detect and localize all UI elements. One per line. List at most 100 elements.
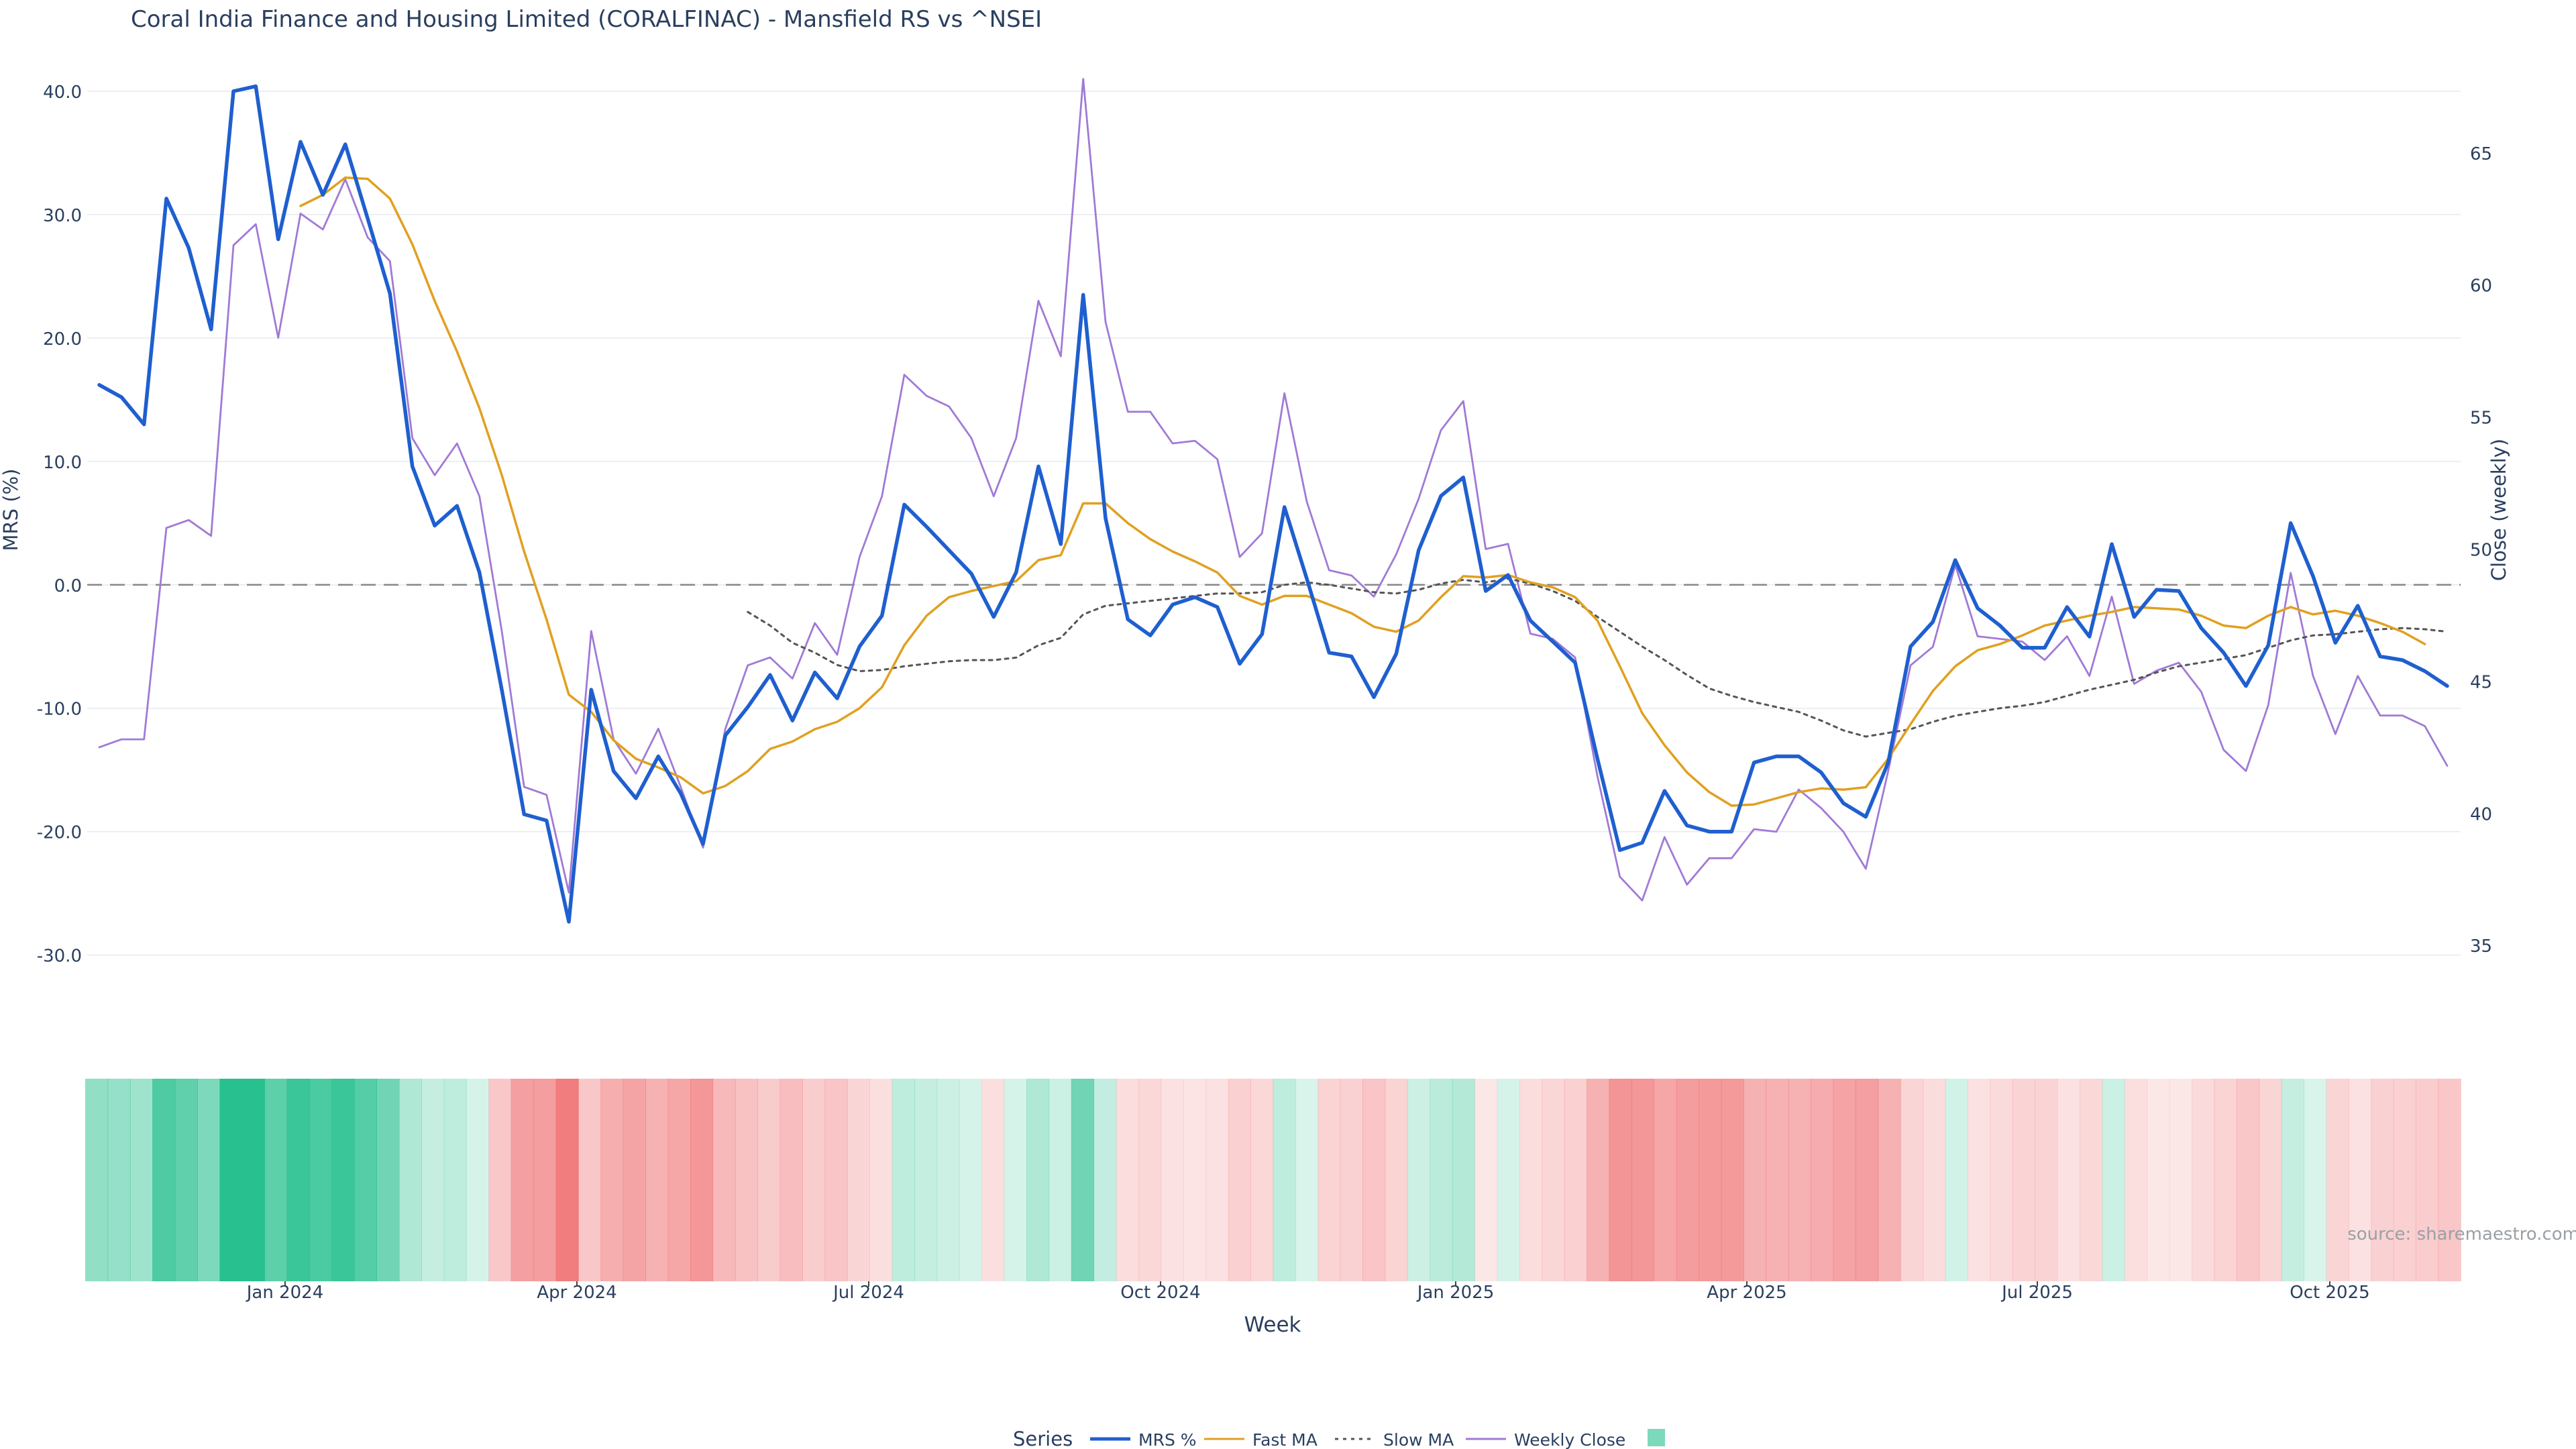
- heat-cell: [1138, 1079, 1162, 1281]
- heat-cell: [1676, 1079, 1700, 1281]
- heat-cell: [555, 1079, 579, 1281]
- heat-cell: [1856, 1079, 1879, 1281]
- heat-cell: [1609, 1079, 1632, 1281]
- y-tick-left-label: 0.0: [54, 576, 82, 596]
- slow-ma-line: [747, 578, 2449, 738]
- heatmap-strip: [85, 1079, 2461, 1281]
- heat-cell: [578, 1079, 602, 1281]
- source-note: source: sharemaestro.com: [2347, 1224, 2576, 1244]
- heat-cell: [1587, 1079, 1610, 1281]
- heat-cell: [488, 1079, 512, 1281]
- heat-cell: [2124, 1079, 2148, 1281]
- y-tick-left-label: 30.0: [43, 206, 82, 226]
- heat-cell: [2326, 1079, 2349, 1281]
- heat-cell: [1004, 1079, 1027, 1281]
- heat-cell: [1116, 1079, 1139, 1281]
- heat-cell: [2348, 1079, 2372, 1281]
- heat-cell: [107, 1079, 131, 1281]
- heat-cell: [219, 1079, 243, 1281]
- heat-cell: [331, 1079, 355, 1281]
- x-axis-label: Week: [1244, 1313, 1301, 1337]
- x-tick-label: Oct 2025: [2290, 1283, 2369, 1303]
- heat-cell: [2057, 1079, 2080, 1281]
- heat-cell: [376, 1079, 400, 1281]
- heat-cell: [690, 1079, 714, 1281]
- y-tick-right-label: 65: [2470, 144, 2492, 164]
- heat-cell: [1721, 1079, 1744, 1281]
- heat-cell: [1811, 1079, 1834, 1281]
- heat-cell: [2236, 1079, 2260, 1281]
- x-tick-label: Jan 2025: [1416, 1283, 1495, 1303]
- heat-cell: [1878, 1079, 1901, 1281]
- heat-cell: [1385, 1079, 1408, 1281]
- legend-item-label: Fast MA: [1252, 1430, 1318, 1449]
- heat-cell: [1407, 1079, 1431, 1281]
- heat-cell: [2438, 1079, 2461, 1281]
- heat-cell: [1564, 1079, 1587, 1281]
- y-tick-right-label: 40: [2470, 804, 2492, 824]
- heat-cell: [1183, 1079, 1207, 1281]
- heat-cell: [466, 1079, 490, 1281]
- heat-cell: [1295, 1079, 1319, 1281]
- heat-cell: [354, 1079, 378, 1281]
- heat-cell: [1250, 1079, 1274, 1281]
- heat-cell: [1968, 1079, 1991, 1281]
- heat-cell: [2169, 1079, 2192, 1281]
- legend: Series MRS % Fast MA Slow MA Weekly Close: [1013, 1428, 1665, 1449]
- heat-cell: [1631, 1079, 1655, 1281]
- heat-cell: [398, 1079, 422, 1281]
- legend-item-label: Slow MA: [1383, 1430, 1454, 1449]
- x-tick-label: Jan 2024: [246, 1283, 324, 1303]
- heat-cell: [2214, 1079, 2237, 1281]
- series-layer: [97, 78, 2449, 924]
- legend-title: Series: [1013, 1428, 1073, 1449]
- x-axis-ticks: Jan 2024 Apr 2024 Jul 2024 Oct 2024 Jan 2025…: [246, 1281, 2370, 1303]
- heat-cell: [1699, 1079, 1722, 1281]
- close-line: [98, 78, 2449, 902]
- heat-cell: [1766, 1079, 1789, 1281]
- heat-cell: [1071, 1079, 1095, 1281]
- y-tick-left-label: 40.0: [43, 83, 82, 103]
- x-tick-label: Jul 2025: [2000, 1283, 2073, 1303]
- heat-cell: [1430, 1079, 1453, 1281]
- heat-cell: [1497, 1079, 1520, 1281]
- heat-cell: [2416, 1079, 2439, 1281]
- y-tick-left-label: 20.0: [43, 329, 82, 350]
- y-axis-left-label: MRS (%): [0, 469, 22, 551]
- heat-cell: [1743, 1079, 1767, 1281]
- heat-cell: [1093, 1079, 1117, 1281]
- heat-cell: [129, 1079, 154, 1281]
- heat-cell: [2393, 1079, 2416, 1281]
- heat-cell: [645, 1079, 669, 1281]
- heat-cell: [2304, 1079, 2327, 1281]
- x-tick-label: Jul 2024: [832, 1283, 904, 1303]
- heat-cell: [1900, 1079, 1924, 1281]
- heat-cell: [1833, 1079, 1856, 1281]
- heat-cell: [264, 1079, 288, 1281]
- heat-cell: [2012, 1079, 2036, 1281]
- heat-cell: [1654, 1079, 1677, 1281]
- heat-cell: [152, 1079, 176, 1281]
- heat-cell: [421, 1079, 445, 1281]
- heat-cell: [936, 1079, 960, 1281]
- heat-cell: [533, 1079, 557, 1281]
- heat-cell: [1474, 1079, 1498, 1281]
- heat-cell: [85, 1079, 109, 1281]
- heat-cell: [914, 1079, 938, 1281]
- heat-cell: [623, 1079, 646, 1281]
- heat-cell: [1205, 1079, 1229, 1281]
- heat-cell: [1452, 1079, 1475, 1281]
- grid-lines: [87, 91, 2461, 956]
- y-tick-left-label: -30.0: [37, 947, 82, 967]
- y-tick-right-label: 60: [2470, 276, 2492, 297]
- heat-cell: [892, 1079, 915, 1281]
- y-tick-right-label: 55: [2470, 409, 2492, 429]
- heat-cell: [1273, 1079, 1296, 1281]
- heat-cell: [824, 1079, 848, 1281]
- heat-cell: [735, 1079, 758, 1281]
- legend-heat-swatch: [1648, 1429, 1665, 1446]
- y-tick-right-label: 35: [2470, 936, 2492, 957]
- heat-cell: [2147, 1079, 2170, 1281]
- y-tick-right-label: 45: [2470, 672, 2492, 692]
